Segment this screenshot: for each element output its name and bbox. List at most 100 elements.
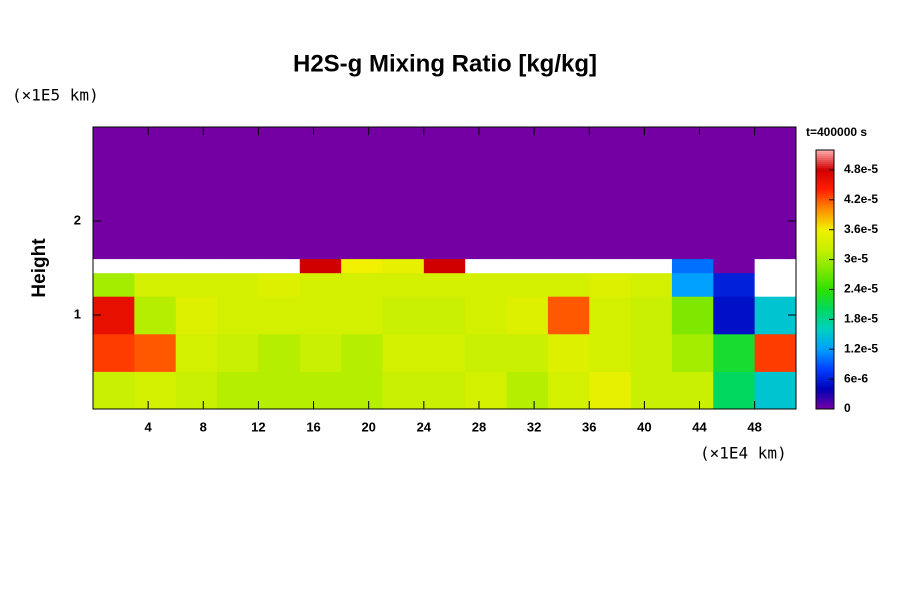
colorbar-step xyxy=(816,167,834,171)
x-tick-label: 4 xyxy=(145,419,153,434)
y-unit: (×1E5 km) xyxy=(12,86,99,105)
cell xyxy=(134,127,177,260)
colorbar-step xyxy=(816,387,834,390)
cell xyxy=(299,258,342,274)
cell xyxy=(299,296,342,335)
colorbar-step xyxy=(816,309,834,312)
colorbar-step xyxy=(816,195,834,199)
cell xyxy=(754,272,797,297)
colorbar-step xyxy=(816,159,834,163)
colorbar-tick-label: 1.2e-5 xyxy=(844,341,878,355)
colorbar-step xyxy=(816,209,834,213)
colorbar-step xyxy=(816,185,834,189)
cell xyxy=(341,333,383,372)
colorbar-step xyxy=(816,273,834,277)
colorbar-step xyxy=(816,397,834,400)
cell xyxy=(217,296,259,335)
colorbar-step xyxy=(816,305,834,308)
cell xyxy=(217,127,259,260)
colorbar-step xyxy=(816,213,834,217)
cell xyxy=(299,272,342,297)
colorbar-step xyxy=(816,389,834,392)
colorbar-step xyxy=(816,343,834,346)
cell xyxy=(713,127,756,260)
cell xyxy=(93,333,135,372)
cell xyxy=(175,333,218,372)
cell xyxy=(175,272,218,297)
cell xyxy=(630,258,673,274)
colorbar-step xyxy=(816,357,834,360)
x-tick-label: 32 xyxy=(527,419,541,434)
colorbar-step xyxy=(816,401,834,404)
chart-title: H2S-g Mixing Ratio [kg/kg] xyxy=(293,50,597,77)
cell xyxy=(630,127,673,260)
colorbar-step xyxy=(816,171,834,175)
colorbar-step xyxy=(816,283,834,286)
colorbar-step xyxy=(816,313,834,316)
cell xyxy=(754,333,797,372)
field xyxy=(93,127,797,410)
cell xyxy=(299,127,342,260)
colorbar-step xyxy=(816,279,834,282)
cell xyxy=(93,272,135,297)
cell xyxy=(506,258,549,274)
cell xyxy=(423,296,466,335)
cell xyxy=(589,258,632,274)
colorbar-step xyxy=(816,373,834,376)
cell xyxy=(671,333,714,372)
colorbar-step xyxy=(816,197,834,201)
colorbar-step xyxy=(816,367,834,370)
colorbar-step xyxy=(816,187,834,191)
cell xyxy=(465,258,508,274)
colorbar-step xyxy=(816,369,834,372)
cell xyxy=(465,371,508,410)
colorbar-step xyxy=(816,243,834,247)
colorbar-step xyxy=(816,377,834,380)
cell xyxy=(630,272,673,297)
cell xyxy=(630,371,673,410)
colorbar-step xyxy=(816,393,834,396)
colorbar-step xyxy=(816,311,834,314)
colorbar-step xyxy=(816,399,834,402)
colorbar-step xyxy=(816,371,834,374)
colorbar-step xyxy=(816,259,834,263)
cell xyxy=(671,258,714,274)
colorbar-step xyxy=(816,271,834,275)
colorbar-step xyxy=(816,251,834,255)
colorbar-step xyxy=(816,150,834,153)
colorbar-step xyxy=(816,189,834,193)
cell xyxy=(134,296,177,335)
colorbar-step xyxy=(816,263,834,267)
y-axis-label: Height xyxy=(29,238,50,298)
colorbar-tick-label: 1.8e-5 xyxy=(844,312,878,326)
cell xyxy=(547,127,590,260)
colorbar-step xyxy=(816,207,834,211)
colorbar-step xyxy=(816,183,834,187)
colorbar-step xyxy=(816,255,834,259)
colorbar-step xyxy=(816,307,834,310)
colorbar-step xyxy=(816,375,834,378)
colorbar-step xyxy=(816,407,834,410)
colorbar-step xyxy=(816,323,834,326)
cell xyxy=(423,371,466,410)
cell xyxy=(506,296,549,335)
cell xyxy=(506,371,549,410)
cell xyxy=(671,296,714,335)
colorbar-step xyxy=(816,233,834,237)
colorbar-step xyxy=(816,249,834,253)
cell xyxy=(382,296,425,335)
colorbar-step xyxy=(816,317,834,320)
x-tick-label: 20 xyxy=(361,419,375,434)
cell xyxy=(713,258,756,274)
cell xyxy=(754,371,797,410)
colorbar-step xyxy=(816,337,834,340)
colorbar-step xyxy=(816,247,834,251)
cell xyxy=(175,258,218,274)
colorbar-step xyxy=(816,351,834,354)
cell xyxy=(423,333,466,372)
x-unit: (×1E4 km) xyxy=(700,444,787,463)
cell xyxy=(382,333,425,372)
colorbar-step xyxy=(816,287,834,290)
colorbar-step xyxy=(816,335,834,338)
cell xyxy=(134,333,177,372)
